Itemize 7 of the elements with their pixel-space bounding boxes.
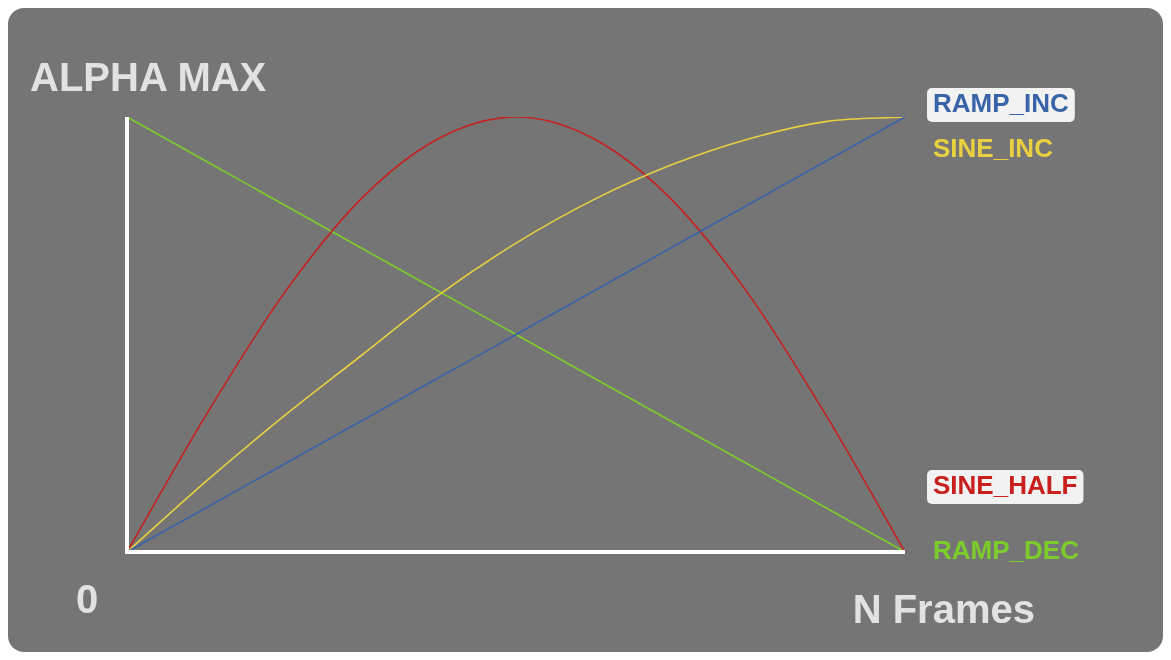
text: 0 [75,577,99,622]
series-label: RAMP_DEC [933,535,1080,566]
series-label: RAMP_INC [933,88,1070,119]
series-label: SINE_INC [933,133,1054,164]
series-label: SINE_HALF [933,470,1078,501]
y-axis-title: ALPHA MAX [30,55,267,100]
x-axis-title: N Frames [852,587,1035,632]
